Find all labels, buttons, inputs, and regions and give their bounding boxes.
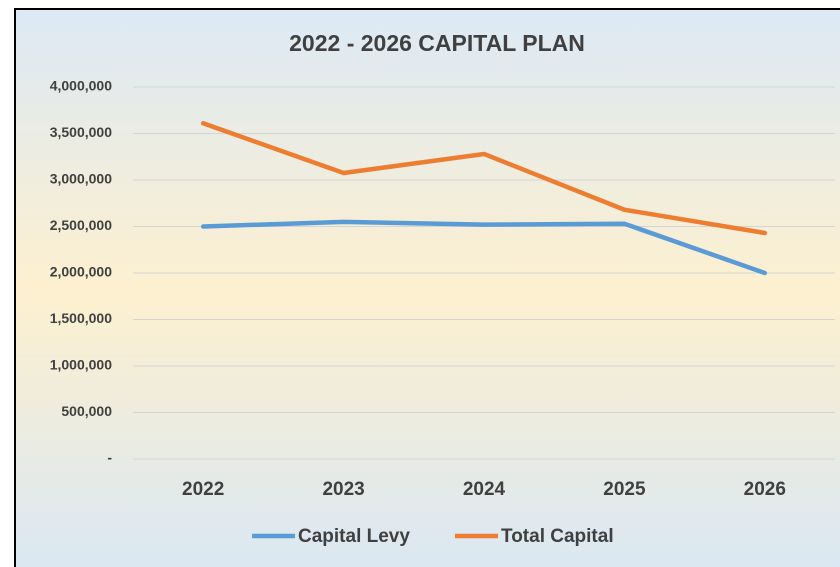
y-tick-label: 2,500,000 xyxy=(50,217,112,233)
y-tick-label: 500,000 xyxy=(61,403,112,419)
chart-frame xyxy=(14,8,840,567)
series-line xyxy=(200,121,768,236)
y-tick-label: 2,000,000 xyxy=(50,264,112,280)
x-tick-label: 2022 xyxy=(182,479,224,500)
y-tick-label: 3,500,000 xyxy=(50,124,112,140)
y-tick-label: 3,000,000 xyxy=(50,171,112,187)
x-tick-label: 2023 xyxy=(322,479,364,500)
y-tick-label: - xyxy=(107,450,112,466)
series-line xyxy=(200,219,768,276)
x-tick-label: 2026 xyxy=(744,479,786,500)
y-tick-label: 1,000,000 xyxy=(50,357,112,373)
legend-label: Total Capital xyxy=(501,526,614,547)
legend-label: Capital Levy xyxy=(298,526,410,547)
chart-title: 2022 - 2026 CAPITAL PLAN xyxy=(289,30,585,56)
y-tick-label: 4,000,000 xyxy=(50,78,112,94)
y-tick-label: 1,500,000 xyxy=(50,310,112,326)
x-tick-label: 2024 xyxy=(463,479,506,500)
x-tick-label: 2025 xyxy=(603,479,646,500)
